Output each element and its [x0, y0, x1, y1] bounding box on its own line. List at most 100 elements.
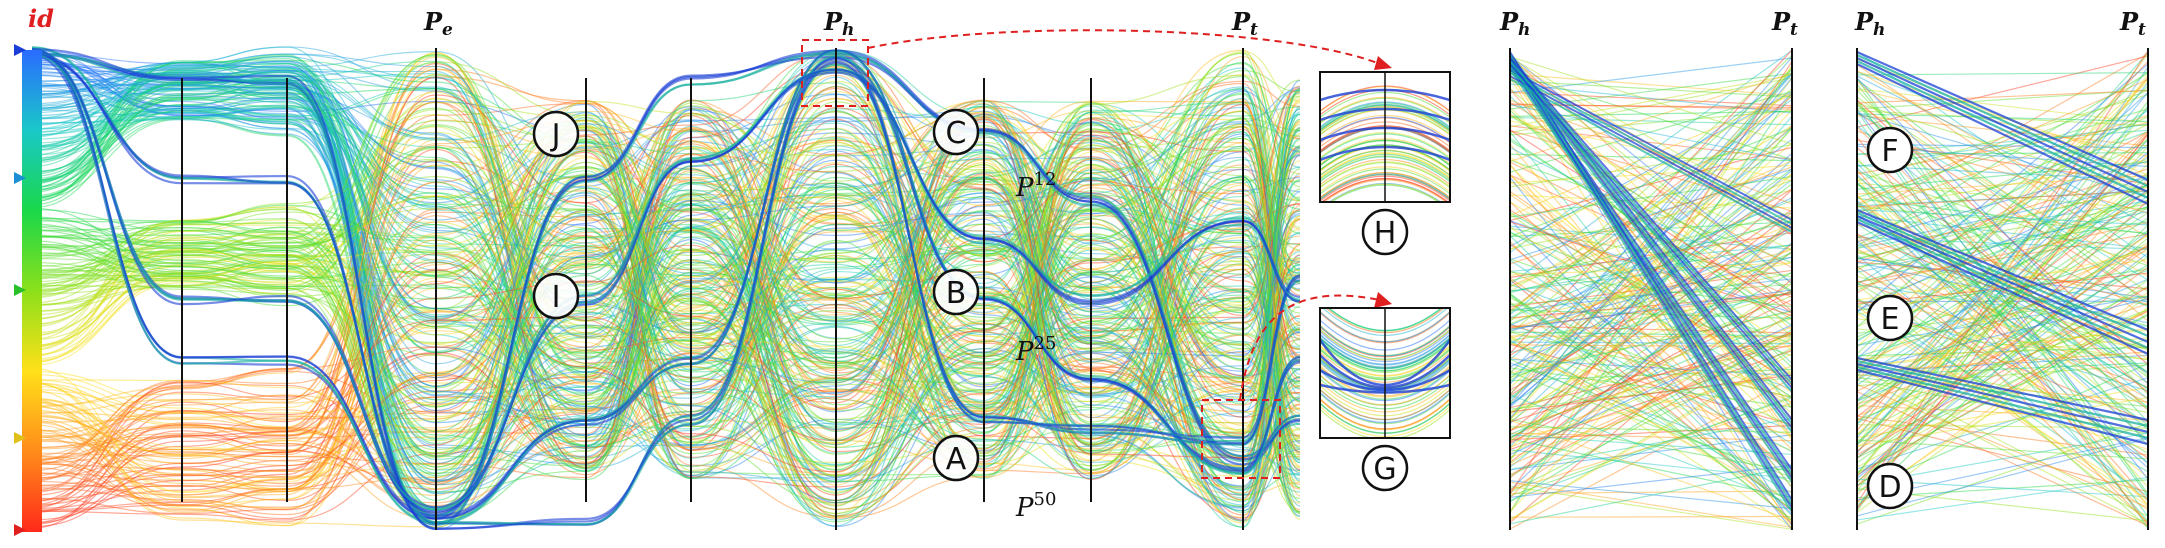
polyline	[1856, 192, 2149, 307]
polyline	[1856, 249, 2149, 351]
ph-pt-panel-all: Ph Pt	[1499, 7, 1798, 530]
polyline	[31, 70, 1301, 487]
polyline	[31, 143, 1301, 472]
polyline	[1856, 173, 2149, 312]
highlighted-polyline	[1856, 211, 2149, 338]
polyline	[31, 55, 1301, 461]
polyline	[1509, 376, 1793, 410]
polyline	[31, 56, 1301, 512]
polyline	[31, 61, 1301, 335]
polyline	[1509, 418, 1793, 473]
polyline	[1856, 137, 2149, 492]
polyline	[31, 56, 1301, 472]
polyline	[31, 164, 1301, 455]
polyline	[31, 84, 1301, 464]
polyline	[1856, 245, 2149, 365]
polyline	[1509, 270, 1793, 404]
polyline	[31, 190, 1301, 518]
polyline	[31, 90, 1301, 509]
polyline	[1856, 72, 2149, 76]
polyline	[1509, 218, 1793, 516]
highlighted-polyline	[1509, 66, 1793, 393]
polyline	[1509, 269, 1793, 308]
polyline	[1509, 362, 1793, 467]
polyline	[31, 142, 1301, 509]
polyline	[1509, 68, 1793, 322]
polyline	[31, 105, 1301, 472]
polyline	[1509, 331, 1793, 398]
polyline	[1856, 185, 2149, 260]
polyline	[1856, 70, 2149, 238]
polyline	[1856, 105, 2149, 512]
polyline	[1856, 164, 2149, 181]
polyline	[1856, 404, 2149, 421]
polyline	[31, 53, 1301, 422]
polyline	[1856, 417, 2149, 493]
polyline	[31, 88, 1301, 360]
polyline	[1856, 88, 2149, 157]
polyline	[1856, 329, 2149, 361]
polyline	[31, 230, 1301, 506]
highlighted-polyline	[1856, 57, 2149, 193]
polyline	[1509, 56, 1793, 220]
polyline	[31, 134, 1301, 520]
polyline	[1509, 438, 1793, 499]
highlighted-polyline	[1856, 368, 2149, 446]
polyline	[1509, 365, 1793, 458]
percentile-label-12: P12	[1015, 169, 1056, 203]
polyline	[1856, 238, 2149, 479]
highlighted-polyline	[1856, 362, 2149, 434]
polyline	[1509, 352, 1793, 521]
polyline	[1856, 178, 2149, 496]
pt-axis-title: Pt	[1231, 7, 1258, 40]
highlighted-polyline	[1856, 60, 2149, 199]
polyline	[1509, 292, 1793, 506]
polyline	[1856, 269, 2149, 358]
polyline	[1509, 54, 1793, 314]
polyline	[1856, 247, 2149, 452]
svg-text:I: I	[552, 280, 561, 315]
polyline	[1509, 344, 1793, 409]
ph-pt-panel-clusters: Ph Pt F E D	[1854, 7, 2149, 530]
polyline	[1509, 315, 1793, 435]
highlighted-polyline	[31, 47, 1301, 517]
region-label-j: J	[532, 110, 580, 158]
polyline	[1509, 278, 1793, 523]
polyline	[1856, 50, 2149, 504]
polyline	[1856, 264, 2149, 424]
polyline	[1856, 130, 2149, 239]
polyline	[31, 104, 1301, 453]
polyline	[1509, 165, 1793, 438]
polyline	[1509, 159, 1793, 264]
region-label-e: E	[1866, 294, 1914, 342]
polyline	[1509, 163, 1793, 524]
polyline	[1509, 77, 1793, 530]
polyline	[31, 91, 1301, 520]
polyline	[31, 52, 1301, 515]
polyline	[1856, 134, 2149, 488]
polyline	[1856, 424, 2149, 429]
polyline	[31, 61, 1301, 480]
polyline	[1509, 309, 1793, 319]
svg-text:C: C	[946, 116, 967, 151]
polyline	[1856, 70, 2149, 328]
polyline	[1856, 257, 2149, 306]
polyline	[1856, 215, 2149, 374]
svg-text:F: F	[1881, 134, 1898, 169]
polyline	[1509, 197, 1793, 326]
polyline	[1856, 195, 2149, 386]
polyline	[1856, 305, 2149, 511]
polyline	[1509, 73, 1793, 162]
polyline	[1509, 331, 1793, 476]
zoom-panel-h: H	[1319, 71, 1451, 256]
polyline	[1856, 221, 2149, 288]
polyline	[1856, 237, 2149, 483]
polyline	[31, 110, 1301, 480]
polyline	[1856, 109, 2149, 285]
polyline	[1856, 186, 2149, 255]
polyline	[1856, 234, 2149, 411]
polyline	[1509, 432, 1793, 442]
polyline	[1509, 98, 1793, 315]
region-label-b: B	[932, 268, 980, 316]
id-axis-title: id	[28, 4, 54, 33]
